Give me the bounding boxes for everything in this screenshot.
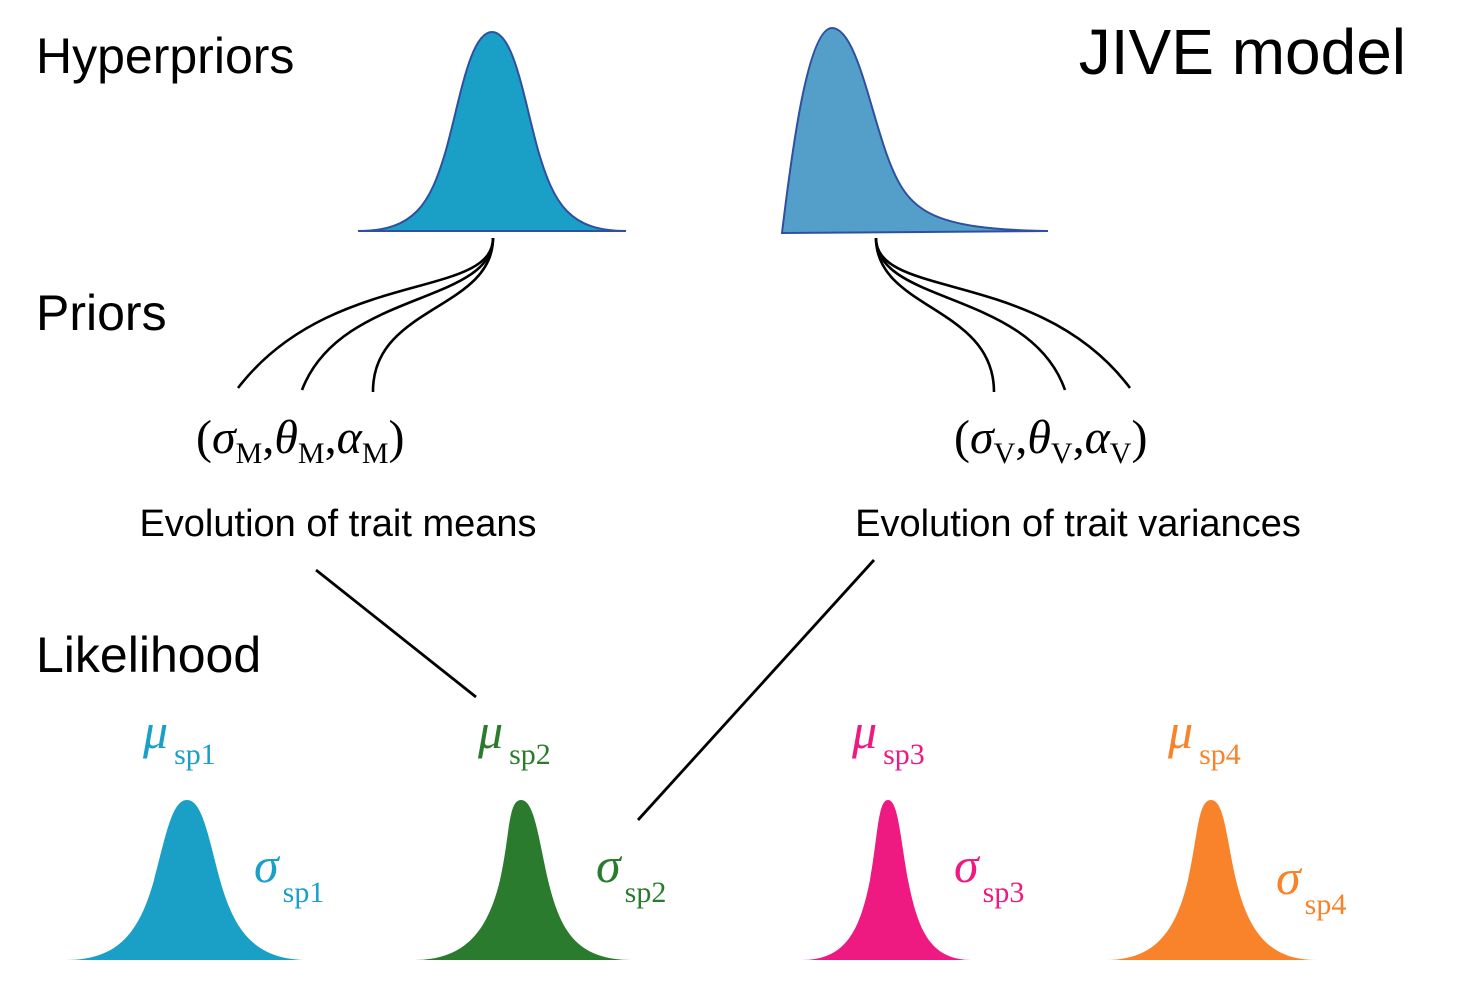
species-4-curve — [1106, 800, 1316, 960]
theta-v-symbol: θ — [1027, 411, 1051, 464]
sigma-m-symbol: σ — [212, 411, 238, 464]
variances-hyperprior-wires — [874, 237, 1132, 393]
mu-sp1-label: μ sp1 — [142, 703, 216, 771]
hyperprior-variances-distribution — [780, 26, 1049, 235]
theta-m-symbol: θ — [274, 411, 298, 464]
variances-to-sigma-sp2-edge — [636, 559, 876, 821]
species-1-curve — [66, 800, 308, 960]
mu-sp4-label: μ sp4 — [1167, 703, 1241, 771]
alpha-m-symbol: α — [337, 411, 363, 464]
species-3-distribution: μ sp3 σ sp3 — [802, 703, 1024, 960]
means-hyperprior-wires — [236, 237, 495, 393]
hyperprior-means-distribution — [357, 30, 627, 232]
variances-parameters: (σV,θV,αV) — [954, 411, 1147, 470]
sigma-v-symbol: σ — [970, 411, 996, 464]
variances-caption: Evolution of trait variances — [855, 503, 1301, 545]
likelihood-label: Likelihood — [36, 627, 261, 683]
species-1-distribution: μ sp1 σ sp1 — [66, 703, 324, 960]
means-caption: Evolution of trait means — [139, 503, 536, 545]
species-4-distribution: μ sp4 σ sp4 — [1106, 703, 1346, 960]
hyperpriors-label: Hyperpriors — [36, 28, 294, 84]
sigma-sp4-label: σ sp4 — [1276, 849, 1346, 921]
sigma-sp1-label: σ sp1 — [254, 837, 324, 909]
species-2-distribution: μ sp2 σ sp2 — [414, 703, 666, 960]
mu-sp3-label: μ sp3 — [851, 703, 925, 771]
priors-label: Priors — [36, 285, 167, 341]
means-parameters: (σM,θM,αM) — [196, 411, 404, 470]
means-to-mu-sp2-edge — [315, 568, 477, 699]
species-2-curve — [414, 800, 632, 960]
sigma-sp3-label: σ sp3 — [954, 837, 1024, 909]
alpha-v-symbol: α — [1085, 411, 1111, 464]
diagram-title: JIVE model — [1079, 16, 1406, 88]
sigma-sp2-label: σ sp2 — [596, 837, 666, 909]
species-3-curve — [802, 800, 972, 960]
mu-sp2-label: μ sp2 — [477, 703, 551, 771]
